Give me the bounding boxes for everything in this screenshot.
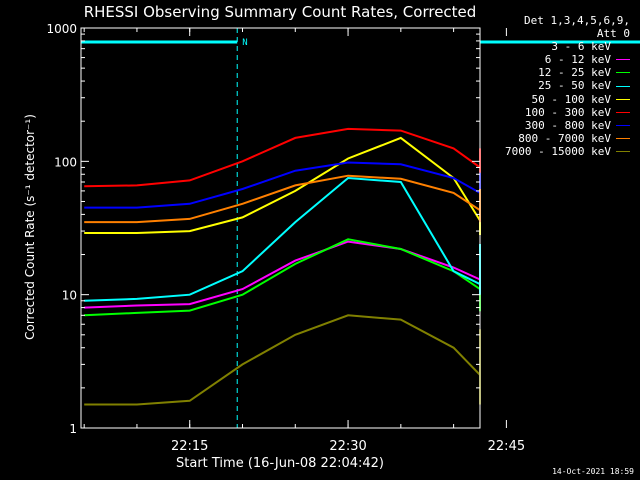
legend-item-5: 100 - 300 keV	[505, 106, 630, 119]
legend-label: 6 - 12 keV	[544, 53, 611, 67]
legend-swatch	[616, 98, 630, 100]
legend-item-7: 800 - 7000 keV	[505, 132, 630, 145]
legend-label: 3 - 6 keV	[551, 40, 611, 54]
x-tick-label-0: 22:15	[171, 439, 208, 454]
legend-label: 7000 - 15000 keV	[505, 144, 611, 158]
legend-swatch	[616, 150, 630, 152]
chart-title: RHESSI Observing Summary Count Rates, Co…	[84, 3, 477, 21]
legend-label: 50 - 100 keV	[531, 92, 611, 106]
legend-header-line-1: Det 1,3,4,5,6,9,	[524, 14, 630, 27]
legend-item-8: 7000 - 15000 keV	[505, 145, 630, 158]
legend-swatch	[616, 111, 630, 113]
legend-swatch	[616, 59, 630, 61]
x-tick-label-2: 22:45	[488, 439, 525, 454]
x-tick-label-1: 22:30	[329, 439, 366, 454]
timestamp: 14-Oct-2021 18:59	[552, 467, 634, 476]
y-axis-label: Corrected Count Rate (s⁻¹ detector⁻¹)	[23, 114, 37, 340]
legend-swatch	[616, 72, 630, 74]
legend-item-0: 3 - 6 keV	[505, 40, 630, 53]
y-tick-label-2: 100	[54, 155, 77, 169]
legend-label: 100 - 300 keV	[524, 105, 611, 119]
legend-swatch	[616, 124, 630, 126]
legend-label: 300 - 800 keV	[524, 118, 611, 132]
legend-item-1: 6 - 12 keV	[505, 53, 630, 66]
y-tick-label-0: 1	[69, 422, 77, 436]
legend-swatch	[616, 46, 630, 48]
x-axis-label: Start Time (16-Jun-08 22:04:42)	[176, 456, 384, 471]
legend-label: 800 - 7000 keV	[518, 131, 611, 145]
legend-items: 3 - 6 keV 6 - 12 keV 12 - 25 keV 25 - 50 ke…	[505, 40, 630, 158]
legend-label: 25 - 50 keV	[538, 79, 611, 93]
y-tick-label-1: 10	[62, 289, 77, 303]
legend-label: 12 - 25 keV	[538, 66, 611, 80]
legend: Det 1,3,4,5,6,9, Att 0 3 - 6 keV 6 - 12 k…	[505, 14, 630, 158]
legend-item-3: 25 - 50 keV	[505, 79, 630, 92]
night-flag-label: N	[242, 38, 247, 48]
legend-item-4: 50 - 100 keV	[505, 93, 630, 106]
legend-swatch	[616, 85, 630, 87]
legend-header-line-2: Att 0	[596, 27, 630, 41]
legend-item-6: 300 - 800 keV	[505, 119, 630, 132]
plot-frame	[80, 27, 481, 429]
night-intervals: N	[81, 28, 640, 428]
legend-item-2: 12 - 25 keV	[505, 66, 630, 79]
legend-swatch	[616, 137, 630, 139]
y-tick-label-3: 1000	[46, 22, 77, 36]
